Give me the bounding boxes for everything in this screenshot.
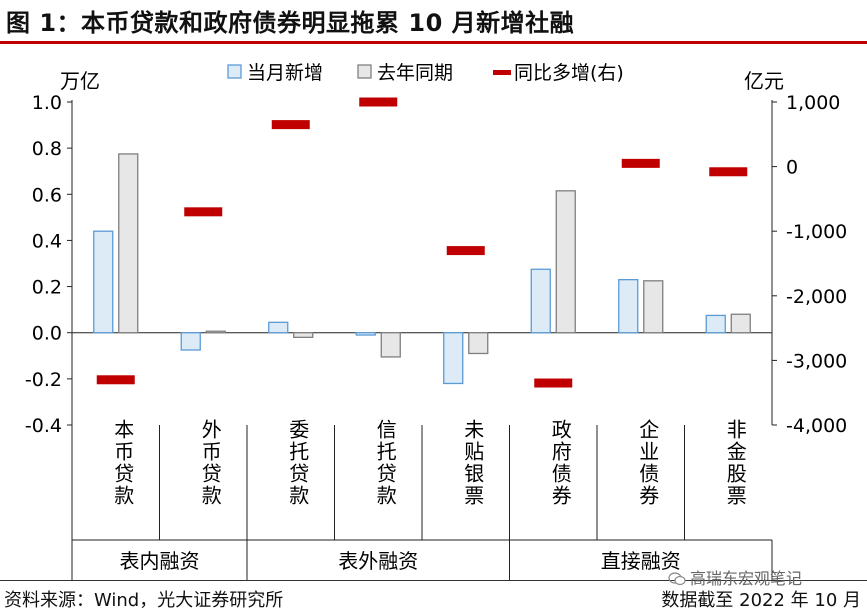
bar-last-year bbox=[205, 330, 226, 334]
bar-last-year bbox=[468, 332, 489, 355]
category-label: 委托贷款 bbox=[286, 419, 310, 507]
bar-current bbox=[530, 268, 551, 334]
category-label: 信托贷款 bbox=[373, 419, 397, 507]
bar-current bbox=[705, 314, 726, 334]
legend-swatch bbox=[493, 70, 511, 75]
right-axis-unit: 亿元 bbox=[744, 69, 784, 93]
bar-last-year bbox=[293, 332, 314, 338]
yoy-marker bbox=[621, 158, 660, 168]
bar-last-year bbox=[555, 190, 576, 334]
legend-label: 同比多增(右) bbox=[514, 62, 624, 84]
category-label: 本币贷款 bbox=[111, 419, 135, 507]
yoy-marker bbox=[359, 97, 398, 107]
source-note: 资料来源：Wind，光大证券研究所 bbox=[4, 590, 284, 611]
group-label: 表内融资 bbox=[120, 549, 200, 573]
bar-current bbox=[443, 332, 464, 385]
left-tick-label: 0.0 bbox=[32, 323, 62, 345]
bar-current bbox=[355, 332, 376, 336]
wechat-icon bbox=[668, 572, 686, 586]
yoy-marker bbox=[184, 207, 223, 217]
chart-title: 图 1：本币贷款和政府债券明显拖累 10 月新增社融 bbox=[6, 9, 575, 37]
legend-swatch bbox=[227, 64, 242, 79]
bar-current bbox=[180, 332, 201, 351]
yoy-marker bbox=[271, 120, 310, 130]
date-note: 数据截至 2022 年 10 月 bbox=[661, 590, 861, 611]
category-label: 未贴银票 bbox=[461, 419, 485, 507]
watermark: 高瑞东宏观笔记 bbox=[668, 565, 802, 589]
yoy-marker bbox=[534, 378, 573, 388]
legend-label: 当月新增 bbox=[247, 62, 323, 84]
left-tick-label: 0.2 bbox=[32, 277, 62, 299]
right-tick-label: -2,000 bbox=[786, 286, 847, 308]
legend-swatch bbox=[357, 64, 372, 79]
yoy-marker bbox=[96, 375, 135, 385]
left-tick-label: 0.6 bbox=[32, 184, 62, 206]
right-tick-label: 1,000 bbox=[786, 92, 840, 114]
right-tick-label: 0 bbox=[786, 157, 798, 179]
left-tick-label: 1.0 bbox=[32, 92, 62, 114]
bar-current bbox=[268, 321, 289, 334]
bar-last-year bbox=[118, 153, 139, 334]
left-axis-unit: 万亿 bbox=[60, 69, 100, 93]
yoy-marker bbox=[709, 167, 748, 177]
legend-label: 去年同期 bbox=[377, 62, 453, 84]
footer-rule bbox=[0, 580, 867, 581]
category-label: 企业债券 bbox=[636, 419, 660, 507]
bar-current bbox=[618, 278, 639, 334]
bar-last-year bbox=[643, 280, 664, 334]
chart-svg: 1.0 0.8 0.6 0.4 0.2 0.0 -0.2 -0.4 1,000 0 -1,000 -2… bbox=[25, 62, 847, 580]
watermark-text: 高瑞东宏观笔记 bbox=[690, 569, 803, 588]
category-label: 政府债券 bbox=[548, 419, 572, 507]
right-tick-label: -1,000 bbox=[786, 221, 847, 243]
left-tick-label: -0.4 bbox=[25, 415, 62, 437]
title-rule bbox=[0, 41, 867, 44]
bar-last-year bbox=[730, 313, 751, 334]
bar-last-year bbox=[380, 332, 401, 358]
right-tick-label: -3,000 bbox=[786, 350, 847, 372]
category-label: 非金股票 bbox=[723, 419, 747, 507]
category-label: 外币贷款 bbox=[198, 419, 222, 507]
group-label: 表外融资 bbox=[338, 549, 418, 573]
group-label: 直接融资 bbox=[601, 549, 681, 573]
left-tick-label: 0.8 bbox=[32, 138, 62, 160]
yoy-marker bbox=[446, 246, 485, 256]
left-tick-label: 0.4 bbox=[32, 230, 62, 252]
right-tick-label: -4,000 bbox=[786, 415, 847, 437]
left-tick-label: -0.2 bbox=[25, 369, 62, 391]
bar-current bbox=[93, 230, 114, 334]
